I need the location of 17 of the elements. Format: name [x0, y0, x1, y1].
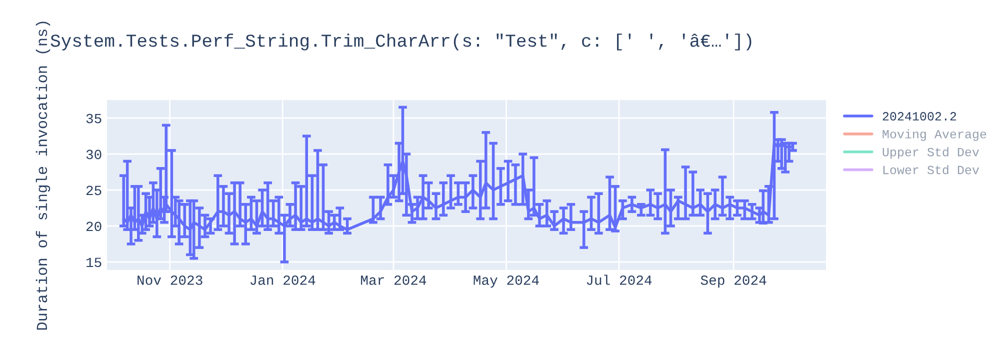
- x-tick-label: Jan 2024: [250, 275, 316, 285]
- y-tick-label: 20: [86, 222, 102, 232]
- x-tick-label: Nov 2023: [138, 275, 202, 285]
- x-tick-label: Sep 2024: [700, 275, 766, 288]
- legend-label: Lower Std Dev: [883, 165, 980, 174]
- y-tick-label: 15: [86, 258, 102, 268]
- y-tick-label: 30: [86, 150, 102, 160]
- y-tick-label: 25: [86, 186, 102, 196]
- legend-label: Moving Average: [882, 129, 986, 141]
- legend-label: Upper Std Dev: [882, 147, 980, 159]
- x-tick-label: Jul 2024: [586, 274, 652, 285]
- y-axis-title: Duration of single invocation (ns): [36, 22, 50, 330]
- x-tick-label: May 2024: [474, 275, 539, 288]
- x-tick-label: Mar 2024: [361, 275, 426, 285]
- chart-title: System.Tests.Perf_String.Trim_CharArr(s: "Test", c: [' ', 'â€…']): [50, 34, 752, 50]
- y-tick-label: 35: [86, 114, 102, 124]
- legend-label: 20241002.2: [882, 112, 956, 121]
